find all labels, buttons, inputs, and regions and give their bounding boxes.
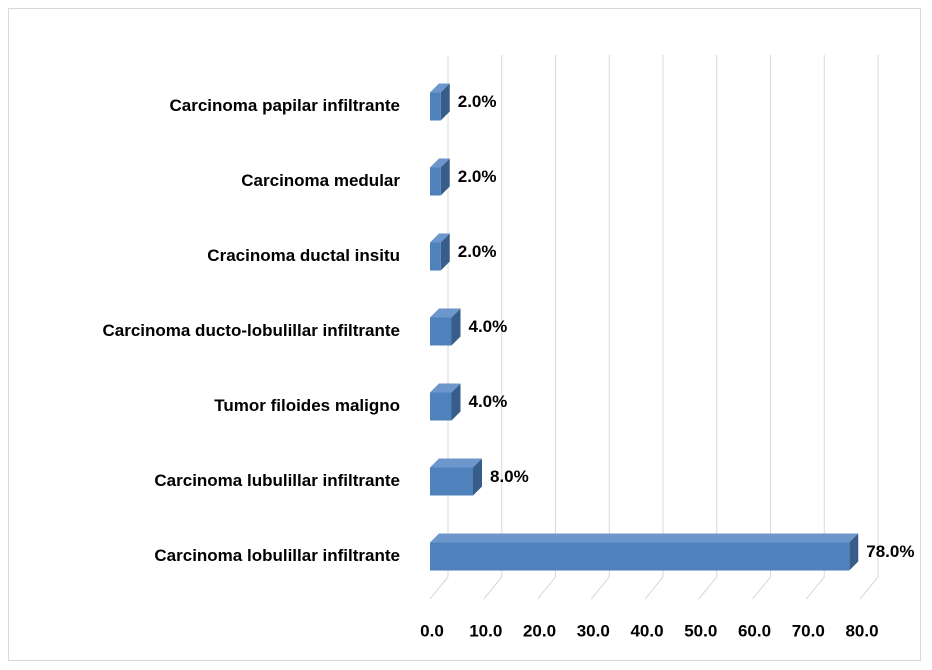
grid-line	[859, 576, 879, 600]
data-label: 2.0%	[458, 92, 497, 111]
bar-top	[430, 233, 450, 243]
data-label: 2.0%	[458, 242, 497, 261]
grid-line	[644, 576, 664, 600]
bar-side	[451, 383, 461, 421]
bar-side	[451, 308, 461, 346]
data-label: 78.0%	[866, 542, 914, 561]
grid-line	[752, 576, 771, 600]
x-tick-label: 0.0	[420, 621, 444, 640]
y-tick-label: Cracinoma ductal insitu	[207, 246, 400, 265]
grid-line	[537, 576, 556, 600]
x-tick-label: 70.0	[792, 621, 825, 640]
bar-side	[849, 533, 859, 571]
grid-line	[429, 576, 449, 600]
grid-line	[590, 576, 610, 600]
y-tick-label: Carcinoma lubulillar infiltrante	[154, 471, 400, 490]
bar-top	[430, 158, 450, 168]
x-tick-label: 80.0	[845, 621, 878, 640]
grid-line	[805, 576, 825, 600]
bar	[430, 392, 452, 421]
data-label: 4.0%	[469, 317, 508, 336]
y-tick-label: Carcinoma papilar infiltrante	[170, 96, 401, 115]
y-tick-label: Carcinoma lobulillar infiltrante	[154, 546, 400, 565]
y-tick-label: Carcinoma ducto-lobulillar infiltrante	[102, 321, 400, 340]
y-tick-label: Tumor filoides maligno	[214, 396, 400, 415]
bar-top	[430, 83, 450, 93]
bar-side	[440, 158, 450, 196]
data-label: 2.0%	[458, 167, 497, 186]
x-tick-label: 50.0	[684, 621, 717, 640]
bar	[430, 317, 452, 346]
x-tick-label: 40.0	[630, 621, 663, 640]
bar-side	[440, 233, 450, 271]
bar-top	[430, 458, 482, 468]
bar	[430, 467, 473, 496]
y-tick-label: Carcinoma medular	[241, 171, 400, 190]
bar-top	[430, 308, 461, 318]
bar	[430, 167, 441, 196]
data-label: 8.0%	[490, 467, 529, 486]
bar-side	[440, 83, 450, 121]
grid-line	[483, 576, 503, 600]
grid-line	[698, 576, 718, 600]
bar-top	[430, 383, 461, 393]
x-tick-label: 60.0	[738, 621, 771, 640]
bar-top	[430, 533, 859, 543]
data-label: 4.0%	[469, 392, 508, 411]
x-tick-label: 10.0	[469, 621, 502, 640]
bar	[430, 542, 850, 571]
bar	[430, 92, 441, 121]
x-tick-label: 30.0	[577, 621, 610, 640]
bar	[430, 242, 441, 271]
bar-side	[473, 458, 482, 496]
x-tick-label: 20.0	[523, 621, 556, 640]
